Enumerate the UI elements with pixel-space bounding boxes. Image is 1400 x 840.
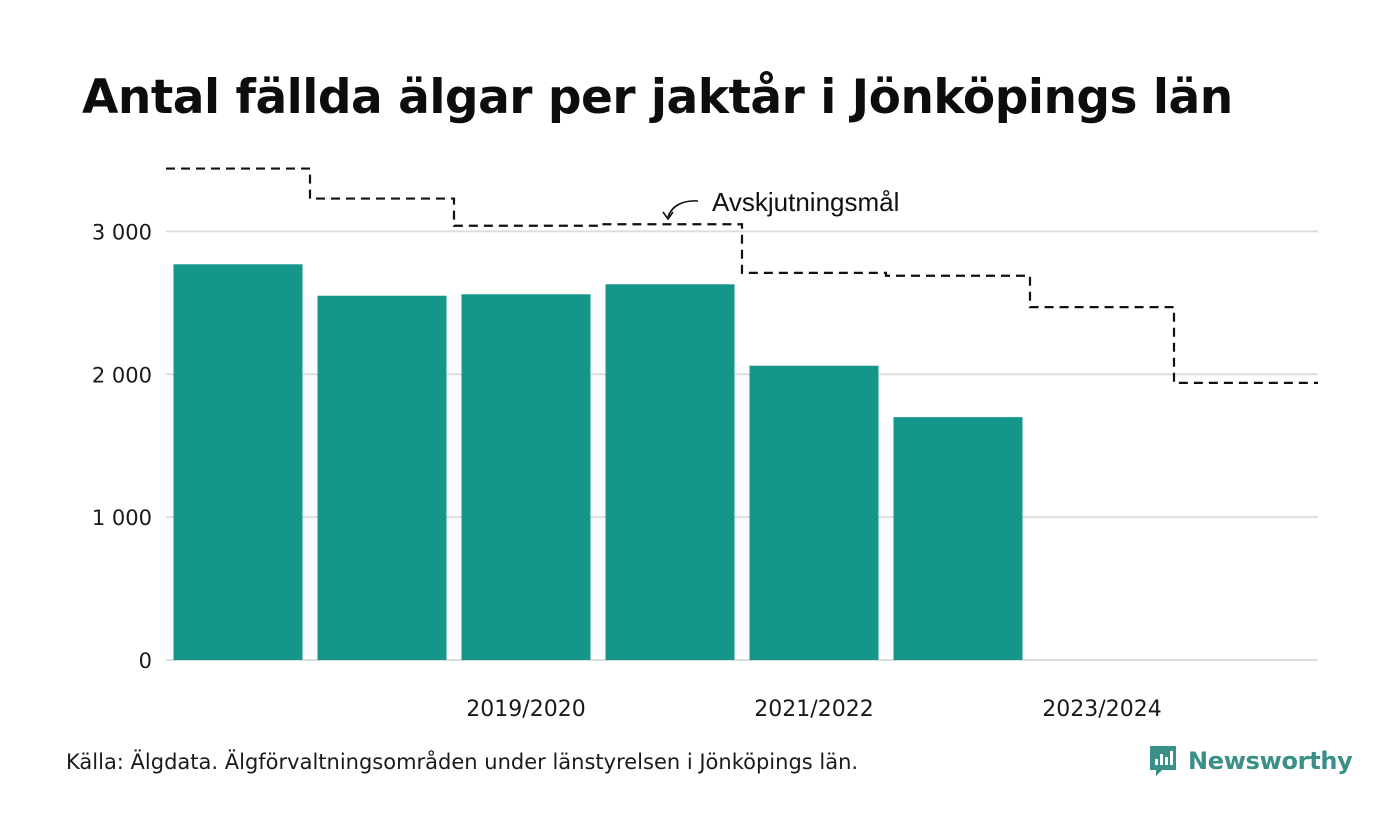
x-tick-label: 2021/2022 xyxy=(754,697,873,722)
x-tick-label: 2019/2020 xyxy=(466,697,585,722)
bar xyxy=(173,264,303,660)
annotation: Avskjutningsmål xyxy=(662,187,899,221)
bar xyxy=(461,294,591,660)
bar xyxy=(317,295,447,660)
target-line xyxy=(166,167,1318,384)
brand-name: Newsworthy xyxy=(1188,747,1353,775)
annotation-arrow xyxy=(667,200,699,218)
brand: Newsworthy xyxy=(1148,744,1353,778)
y-axis-ticks: 0 1 000 2 000 3 000 xyxy=(92,220,152,673)
x-tick-label: 2023/2024 xyxy=(1042,697,1161,722)
newsworthy-logo-icon xyxy=(1150,746,1176,776)
chart-title: Antal fällda älgar per jaktår i Jönköpin… xyxy=(82,70,1233,125)
annotation-label: Avskjutningsmål xyxy=(712,187,899,217)
source-note: Källa: Älgdata. Älgförvaltningsområden u… xyxy=(66,750,859,774)
x-axis-ticks: 2019/2020 2021/2022 2023/2024 xyxy=(466,697,1161,722)
bars xyxy=(173,264,1023,660)
bar xyxy=(605,284,735,660)
y-tick-label: 1 000 xyxy=(92,506,152,530)
bar-chart: 0 1 000 2 000 3 000 2019/2020 2021/2022 2023/… xyxy=(92,167,1318,722)
annotation-arrowhead xyxy=(662,211,674,221)
y-tick-label: 2 000 xyxy=(92,363,152,387)
target-step-line xyxy=(166,167,1318,384)
y-tick-label: 0 xyxy=(139,649,152,673)
bar xyxy=(749,365,879,660)
bar xyxy=(893,417,1023,660)
y-tick-label: 3 000 xyxy=(92,220,152,244)
